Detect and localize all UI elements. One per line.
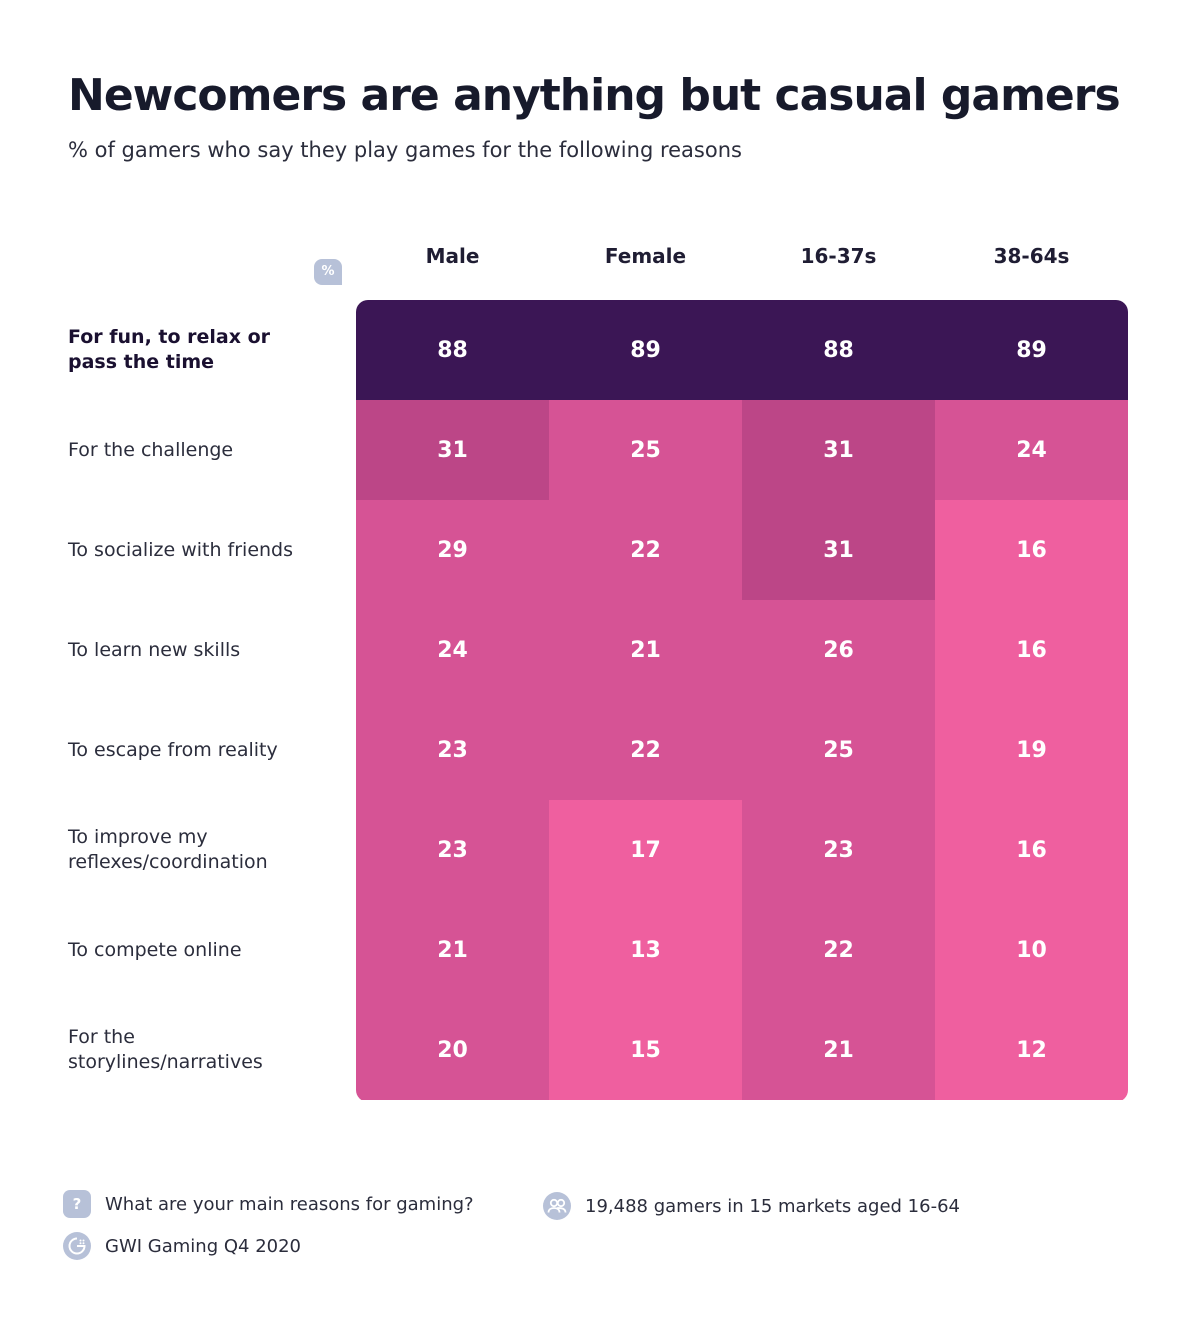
footer-question: ? What are your main reasons for gaming? — [63, 1190, 474, 1218]
column-header: 16-37s — [800, 244, 877, 268]
footer-source: GWI Gaming Q4 2020 — [63, 1232, 301, 1260]
heatmap-cell: 23 — [356, 800, 549, 900]
heatmap-cell: 16 — [935, 800, 1128, 900]
gwi-logo-icon — [63, 1232, 91, 1260]
heatmap-cell: 22 — [549, 700, 742, 800]
heatmap-cell: 22 — [742, 900, 935, 1000]
heatmap-cell: 25 — [742, 700, 935, 800]
heatmap-cell: 19 — [935, 700, 1128, 800]
heatmap-cell: 21 — [356, 900, 549, 1000]
heatmap-cell: 89 — [935, 300, 1128, 400]
percent-badge-icon: % — [314, 259, 342, 285]
row-label: To improve my reflexes/coordination — [68, 826, 268, 873]
footer-source-text: GWI Gaming Q4 2020 — [105, 1235, 301, 1257]
column-header: Male — [425, 244, 480, 268]
heatmap-cell: 10 — [935, 900, 1128, 1000]
heatmap-cell: 23 — [356, 700, 549, 800]
heatmap-cell: 25 — [549, 400, 742, 500]
row-label: For fun, to relax or pass the time — [68, 326, 271, 373]
heatmap-cell: 31 — [742, 400, 935, 500]
heatmap-cell: 31 — [356, 400, 549, 500]
people-icon — [543, 1192, 571, 1220]
heatmap-cell: 13 — [549, 900, 742, 1000]
row-label: For the storylines/narratives — [68, 1026, 263, 1073]
chart-title: Newcomers are anything but casual gamers — [68, 70, 1121, 121]
row-label: To socialize with friends — [68, 538, 294, 561]
column-header: 38-64s — [993, 244, 1070, 268]
heatmap-grid: 88 89 88 89 31 25 31 24 29 22 31 16 24 21 26 16 23 22 25 19… — [356, 300, 1128, 1102]
heatmap-cell: 21 — [742, 1000, 935, 1100]
footer-audience-text: 19,488 gamers in 15 markets aged 16-64 — [585, 1195, 960, 1217]
question-icon: ? — [63, 1190, 91, 1218]
heatmap-cell: 15 — [549, 1000, 742, 1100]
heatmap-cell: 23 — [742, 800, 935, 900]
footer-audience: 19,488 gamers in 15 markets aged 16-64 — [543, 1192, 960, 1220]
heatmap-cell: 17 — [549, 800, 742, 900]
heatmap-cell: 21 — [549, 600, 742, 700]
row-label: To compete online — [68, 938, 242, 961]
heatmap-cell: 16 — [935, 600, 1128, 700]
row-label: To learn new skills — [68, 638, 241, 661]
heatmap-cell: 26 — [742, 600, 935, 700]
heatmap-cell: 12 — [935, 1000, 1128, 1100]
row-label: To escape from reality — [68, 738, 278, 761]
heatmap-cell: 29 — [356, 500, 549, 600]
chart-subtitle: % of gamers who say they play games for … — [68, 138, 742, 162]
heatmap-cell: 20 — [356, 1000, 549, 1100]
heatmap-cell: 88 — [356, 300, 549, 400]
heatmap-cell: 89 — [549, 300, 742, 400]
heatmap-cell: 31 — [742, 500, 935, 600]
heatmap-cell: 22 — [549, 500, 742, 600]
heatmap-cell: 24 — [935, 400, 1128, 500]
column-header: Female — [604, 244, 687, 268]
heatmap-cell: 16 — [935, 500, 1128, 600]
row-label: For the challenge — [68, 438, 234, 461]
heatmap-cell: 24 — [356, 600, 549, 700]
heatmap-cell: 88 — [742, 300, 935, 400]
footer-question-text: What are your main reasons for gaming? — [105, 1193, 474, 1215]
